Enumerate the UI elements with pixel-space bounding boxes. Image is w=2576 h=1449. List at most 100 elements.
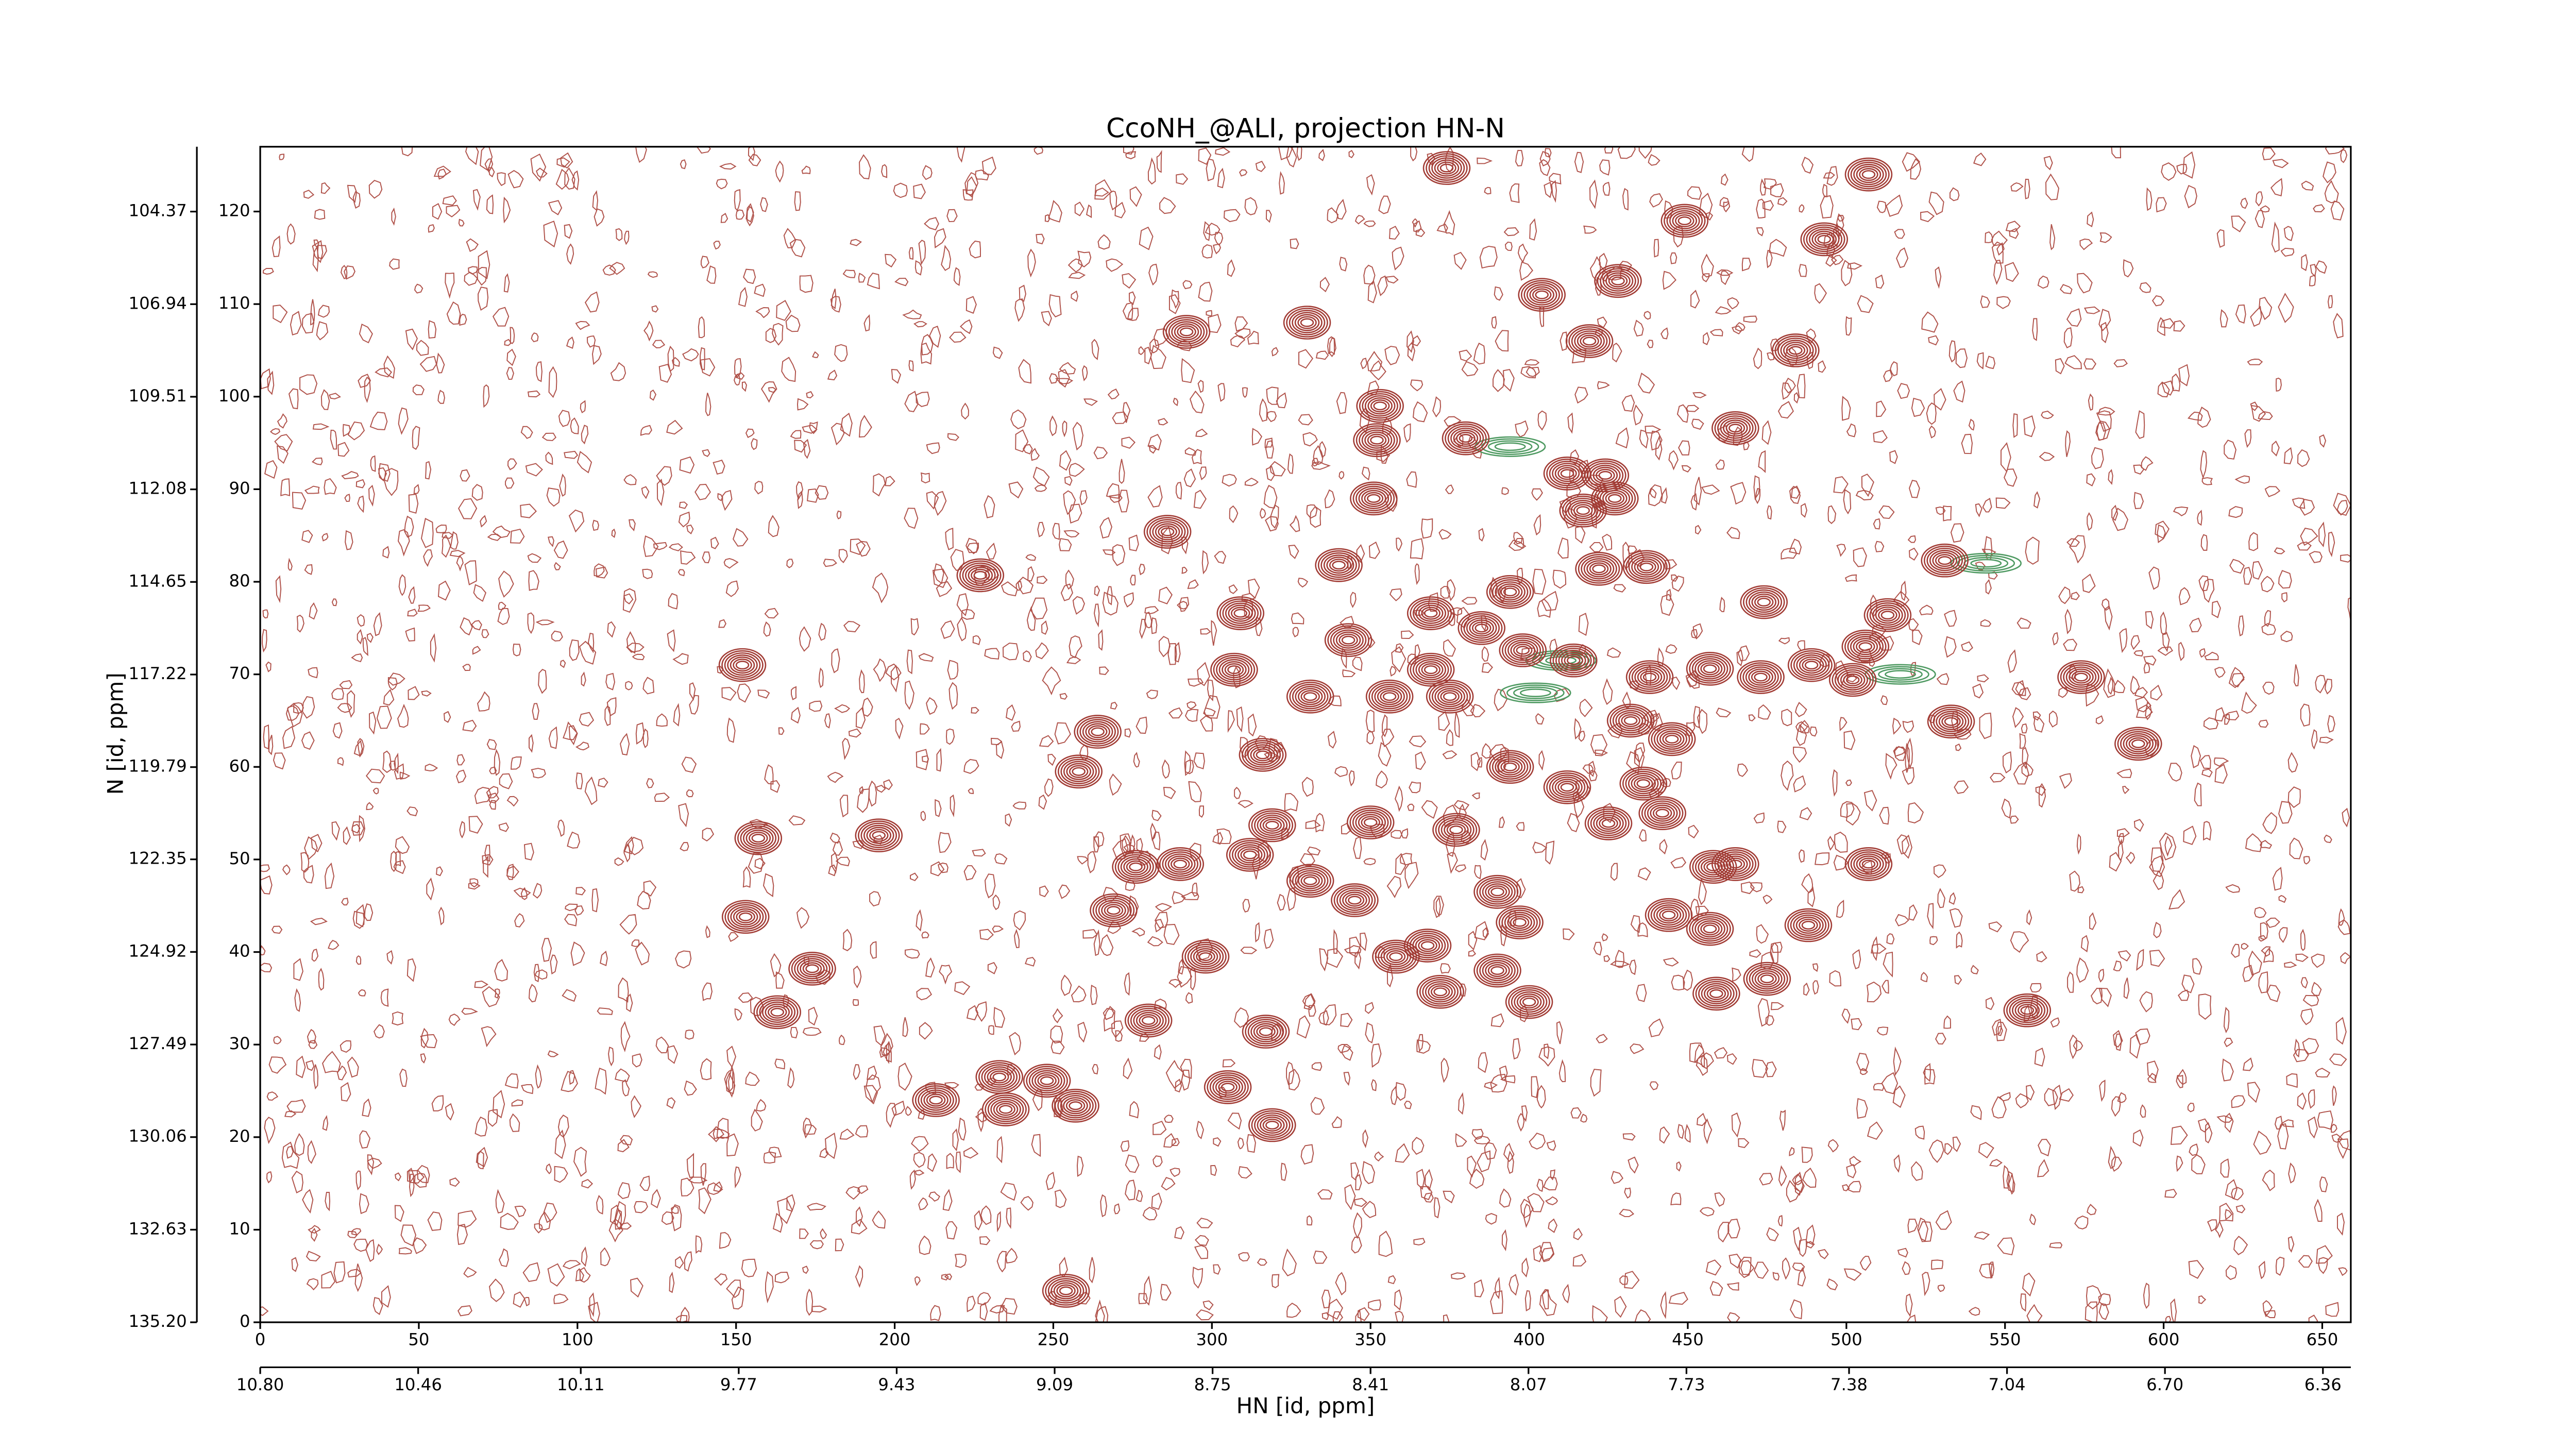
noise-contour [2116,768,2132,778]
noise-contour [2327,715,2335,733]
plot-frame [259,146,2352,1323]
noise-contour [1590,734,1608,755]
noise-contour [400,1224,416,1246]
noise-contour [471,484,483,501]
noise-contour [647,271,658,278]
noise-contour [263,724,269,750]
noise-contour [1031,1134,1041,1157]
noise-contour [1992,1019,2002,1036]
x-tick-label: 0 [255,1330,266,1350]
noise-contour [2278,570,2292,589]
noise-contour [1685,721,1696,737]
noise-contour [1699,193,1713,220]
noise-contour [1006,1207,1012,1229]
x2-tick-label: 8.07 [1510,1375,1547,1394]
noise-contour [1801,873,1813,894]
noise-contour [1513,532,1523,545]
peak-contour [1473,874,1521,909]
noise-contour [1170,1168,1181,1177]
noise-contour [394,752,399,774]
noise-contour [1395,1310,1404,1323]
noise-contour [722,490,733,511]
noise-contour [1482,646,1489,662]
noise-contour [1433,896,1444,918]
noise-contour [355,904,365,928]
noise-contour [642,568,653,579]
noise-contour [1265,516,1279,532]
noise-contour [1455,864,1467,872]
noise-contour [2262,147,2276,161]
noise-contour [1435,896,1441,917]
noise-contour [1655,435,1663,461]
noise-contour [2160,611,2167,635]
noise-contour [1772,1272,1780,1280]
noise-contour [934,563,944,584]
noise-contour [684,1080,697,1096]
noise-contour [423,549,433,567]
noise-contour [787,1067,795,1089]
x-tick-label: 500 [1831,1330,1862,1350]
noise-contour [395,836,410,854]
noise-contour [933,568,948,588]
noise-contour [1870,594,1878,618]
noise-contour [273,1036,282,1044]
noise-contour [1895,914,1909,926]
noise-contour [1499,1188,1512,1208]
noise-contour [1728,1253,1741,1269]
noise-contour [2272,159,2289,169]
noise-contour [626,643,645,653]
noise-contour [1851,1018,1862,1031]
noise-contour [1539,159,1551,176]
noise-contour [2176,1155,2183,1172]
noise-contour [1077,1155,1084,1177]
noise-contour [1948,340,1956,363]
peak-contour [1559,493,1607,528]
noise-contour [2089,912,2097,930]
noise-contour [2244,429,2252,448]
noise-contour [1980,619,1992,627]
noise-contour [1184,709,1199,722]
noise-contour [333,1261,346,1284]
noise-contour [2004,262,2019,282]
noise-contour [510,327,515,344]
noise-contour [566,243,574,265]
noise-contour [1546,1140,1556,1151]
noise-contour [681,756,697,773]
noise-contour [1777,820,1787,833]
noise-contour [1327,731,1337,749]
noise-contour [570,417,579,434]
noise-contour [1671,574,1679,582]
noise-contour [2314,1199,2323,1222]
noise-contour [1438,711,1450,731]
noise-contour [2024,178,2030,199]
noise-contour [2338,908,2345,926]
noise-contour [2173,507,2189,517]
noise-contour [358,989,366,997]
noise-contour [2189,1143,2199,1156]
noise-contour [1326,948,1343,968]
peak-contour [1458,611,1505,645]
noise-contour [1741,258,1751,272]
noise-contour [1168,707,1183,719]
noise-contour [979,1236,991,1245]
noise-contour [626,631,636,654]
noise-contour [1843,488,1852,515]
noise-contour [2223,710,2240,720]
noise-contour [2198,1295,2207,1304]
noise-contour [1321,1312,1329,1320]
noise-contour [799,1228,809,1239]
noise-contour [2284,962,2297,968]
noise-contour [2010,931,2029,953]
noise-contour [1128,534,1139,551]
noise-contour [566,336,574,349]
noise-contour [2125,851,2136,865]
noise-contour [1382,714,1388,737]
noise-contour [979,929,994,940]
noise-contour [1175,1079,1182,1093]
noise-contour [1284,793,1299,812]
noise-contour [2301,180,2314,191]
noise-contour [1259,398,1268,422]
noise-contour [342,424,351,437]
noise-contour [1440,586,1451,599]
noise-contour [763,1151,776,1164]
